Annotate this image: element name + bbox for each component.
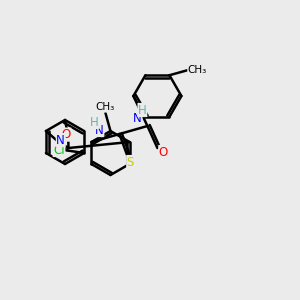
- Text: Cl: Cl: [53, 143, 65, 157]
- Text: H: H: [138, 103, 147, 116]
- Text: S: S: [127, 155, 134, 169]
- Text: N: N: [133, 112, 142, 124]
- Text: O: O: [61, 128, 71, 141]
- Text: N: N: [56, 134, 65, 147]
- Text: CH₃: CH₃: [188, 65, 207, 75]
- Text: CH₃: CH₃: [96, 102, 115, 112]
- Text: N: N: [95, 124, 104, 136]
- Text: O: O: [159, 146, 168, 158]
- Text: H: H: [90, 116, 99, 128]
